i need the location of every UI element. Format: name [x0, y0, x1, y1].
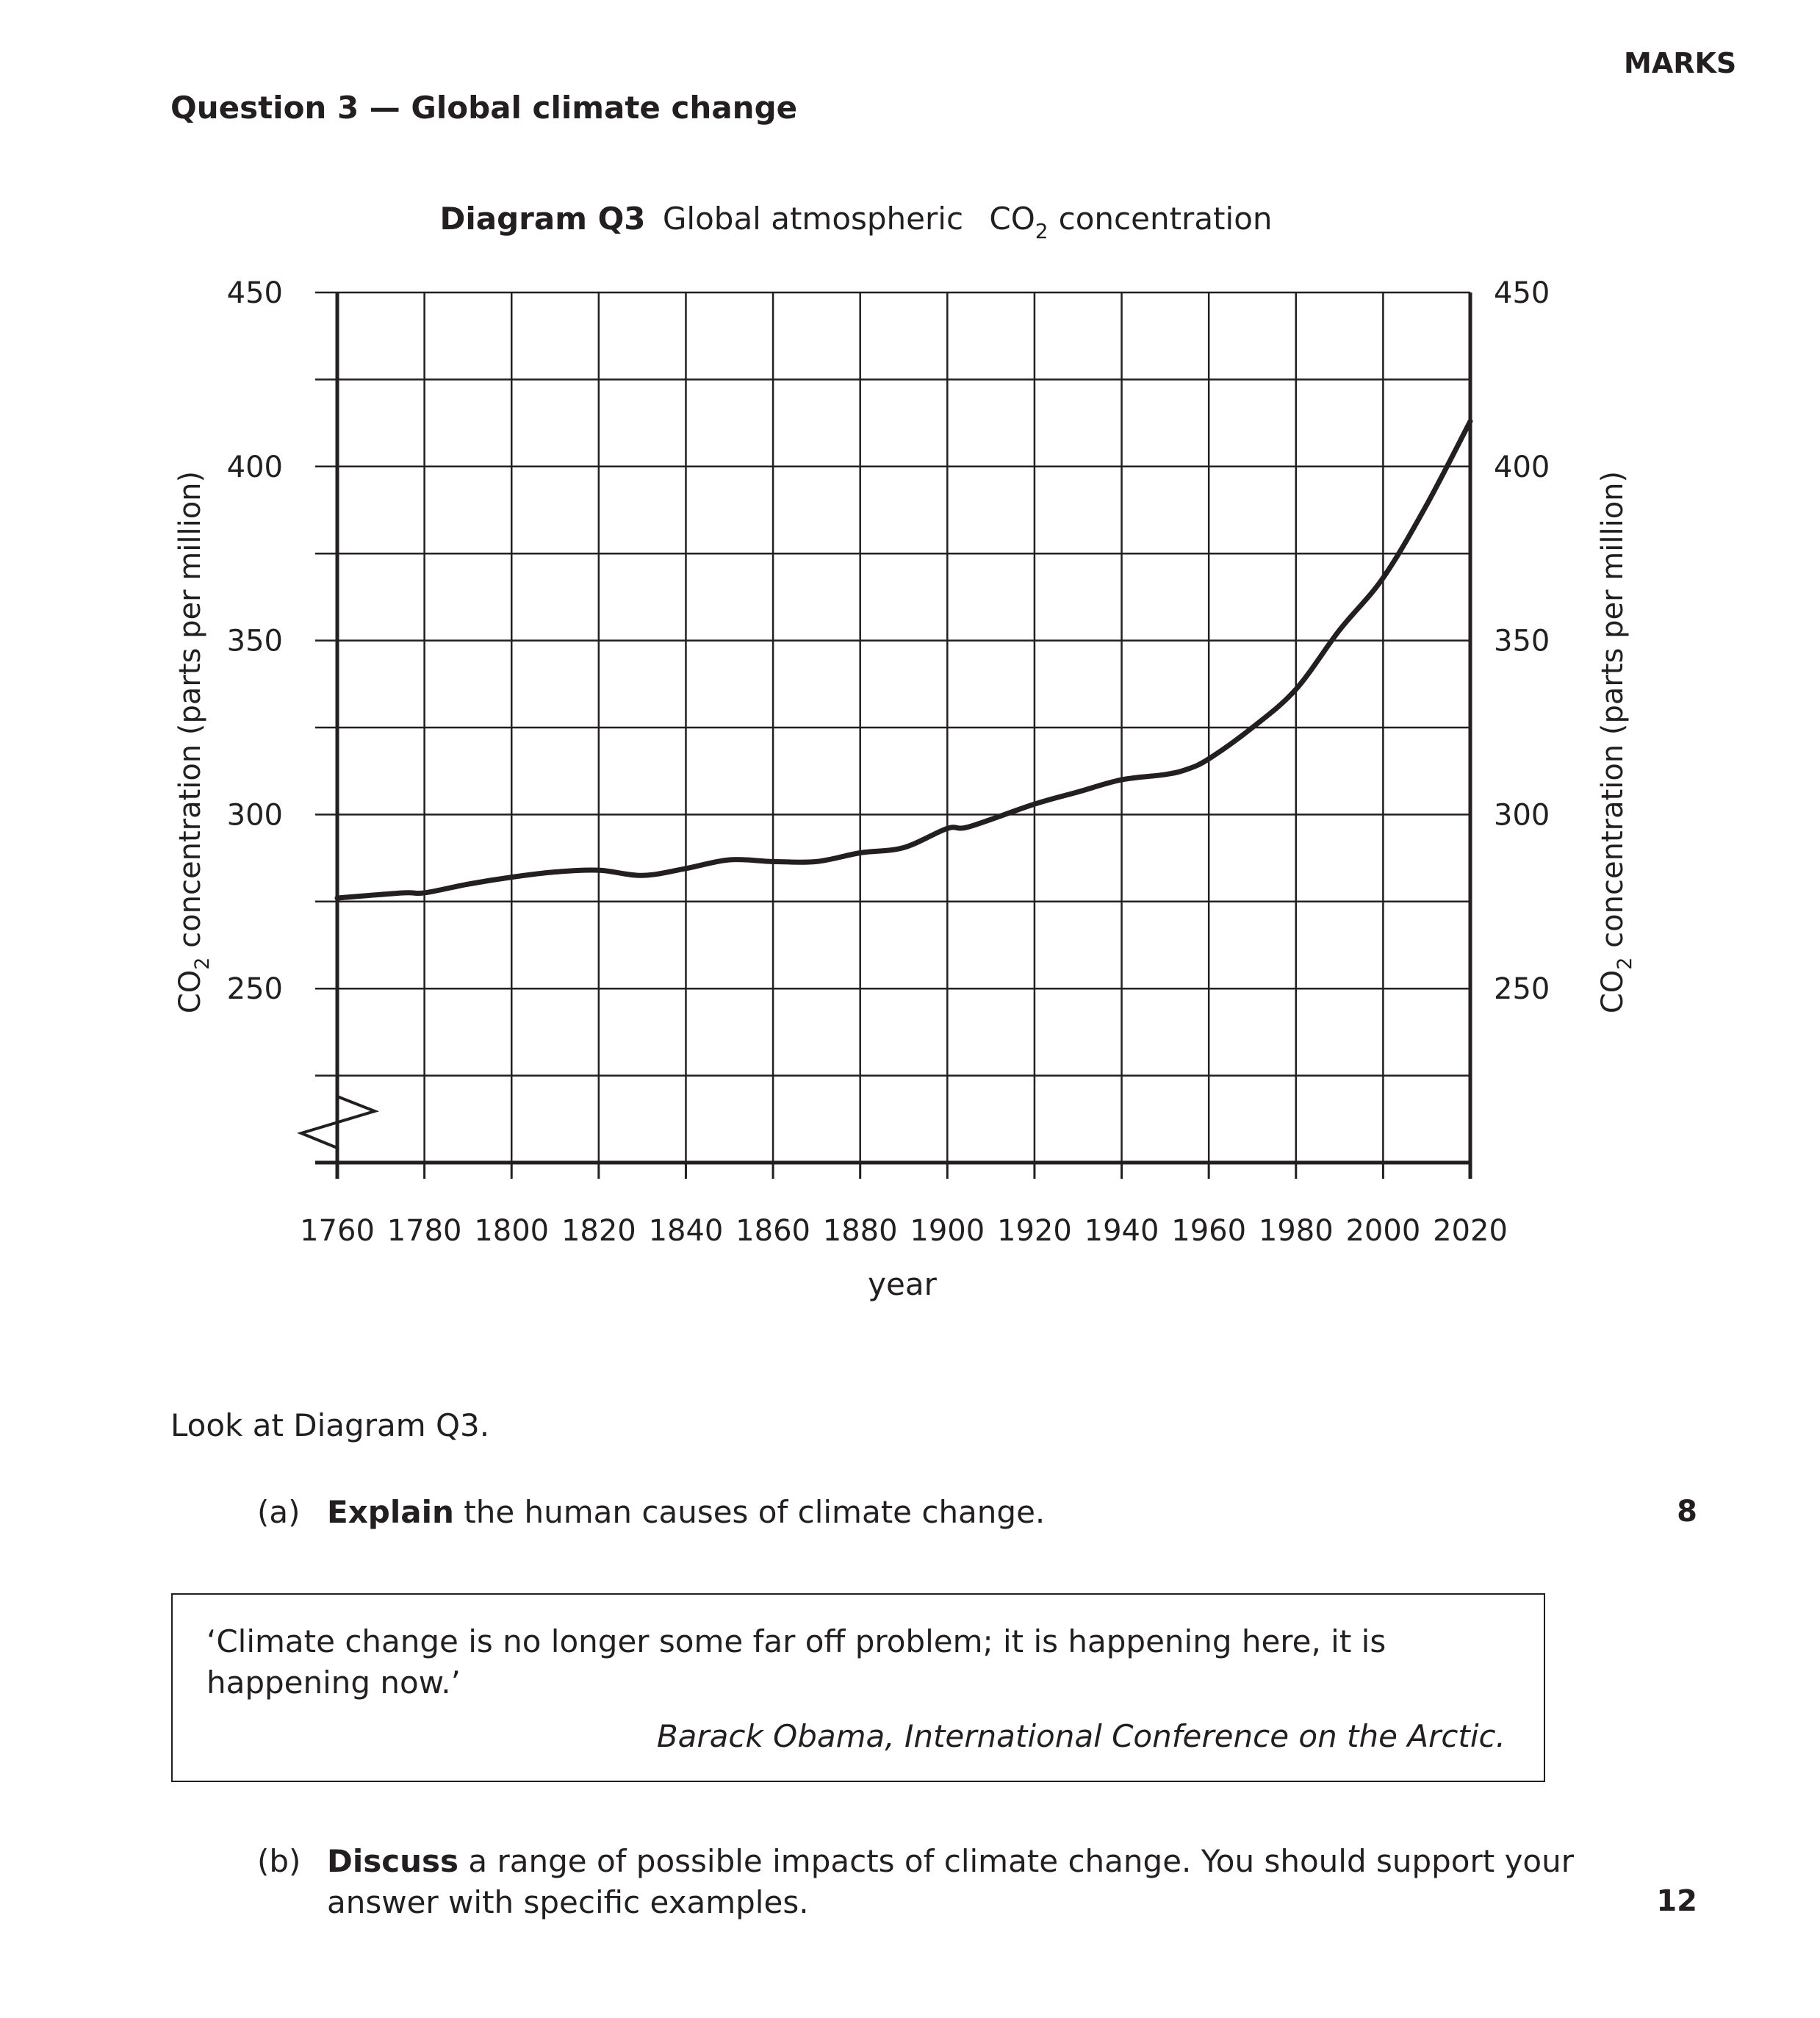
- x-tick-label: 1860: [735, 1214, 810, 1248]
- x-tick-label: 1960: [1171, 1214, 1246, 1248]
- y-axis-label-chem-right: CO: [1596, 970, 1630, 1013]
- y-axis-label-sub: 2: [191, 958, 214, 970]
- y-axis-label-rest-right: concentration (parts per million): [1596, 471, 1630, 958]
- y-axis-label-left: CO2 concentration (parts per million): [173, 471, 214, 1013]
- part-b-label: (b): [257, 1843, 301, 1879]
- x-tick-label: 1920: [997, 1214, 1072, 1248]
- x-tick-label: 1880: [823, 1214, 898, 1248]
- x-tick-label: 1900: [910, 1214, 985, 1248]
- marks-column-header: MARKS: [1624, 47, 1737, 79]
- x-tick-label: 2000: [1345, 1214, 1420, 1248]
- axis-break-symbol: [297, 1095, 380, 1149]
- quote-box: ‘Climate change is no longer some far of…: [171, 1593, 1545, 1782]
- diagram-title-text: Global atmospheric: [663, 201, 963, 237]
- y-tick-label-right: 400: [1494, 450, 1550, 484]
- x-tick-label: 1820: [561, 1214, 636, 1248]
- x-tick-labels: 1760 1780 1800 1820 1840 1860 1880 1900 1920 1940…: [300, 1214, 1508, 1248]
- part-a-text: Explain the human causes of climate chan…: [327, 1492, 1576, 1533]
- y-tick-label-left: 400: [227, 450, 283, 484]
- y-tick-label-left: 350: [227, 625, 283, 658]
- part-b-text: Discuss a range of possible impacts of c…: [327, 1841, 1591, 1923]
- diagram-title-chem: CO: [989, 201, 1035, 237]
- x-tick-label: 2020: [1433, 1214, 1508, 1248]
- x-tick-label: 1760: [300, 1214, 375, 1248]
- co2-line-chart: Diagram Q3 Global atmospheric CO2 concent…: [173, 201, 1636, 1302]
- part-a-body: the human causes of climate change.: [453, 1494, 1046, 1530]
- axes: [315, 292, 1472, 1179]
- quote-text: ‘Climate change is no longer some far of…: [206, 1623, 1386, 1701]
- part-a: (a) Explain the human causes of climate …: [257, 1492, 1580, 1536]
- y-axis-label-sub-right: 2: [1614, 958, 1636, 970]
- part-b: (b) Discuss a range of possible impacts …: [257, 1841, 1580, 1929]
- grid-lines: [315, 291, 1470, 1163]
- y-tick-label-right: 300: [1494, 798, 1550, 832]
- y-tick-label-left: 450: [227, 276, 283, 310]
- y-tick-label-right: 250: [1494, 972, 1550, 1006]
- diagram-title-bold: Diagram Q3: [439, 201, 645, 237]
- diagram-title: Diagram Q3 Global atmospheric CO2 concent…: [439, 201, 1272, 243]
- x-tick-label: 1780: [387, 1214, 462, 1248]
- quote-source: Barack Obama, International Conference o…: [656, 1718, 1506, 1754]
- part-a-verb: Explain: [327, 1494, 454, 1530]
- y-axis-label-chem: CO: [173, 970, 207, 1013]
- part-a-marks: 8: [1677, 1495, 1697, 1529]
- intro-text: Look at Diagram Q3.: [170, 1407, 490, 1443]
- part-b-marks: 12: [1656, 1884, 1697, 1918]
- y-axis-label-right: CO2 concentration (parts per million): [1596, 471, 1636, 1013]
- y-tick-label-right: 450: [1494, 276, 1550, 310]
- x-axis-label: year: [868, 1266, 937, 1302]
- x-tick-label: 1980: [1259, 1214, 1334, 1248]
- part-b-verb: Discuss: [327, 1843, 459, 1879]
- y-tick-labels-left: 250 300 350 400 450: [227, 276, 283, 1006]
- question-title: Question 3 — Global climate change: [170, 90, 798, 126]
- y-tick-label-right: 350: [1494, 625, 1550, 658]
- co2-series-line: [334, 418, 1473, 901]
- y-tick-label-left: 300: [227, 798, 283, 832]
- part-b-body: a range of possible impacts of climate c…: [327, 1843, 1575, 1920]
- x-tick-label: 1940: [1085, 1214, 1159, 1248]
- part-a-label: (a): [257, 1494, 301, 1530]
- y-tick-label-left: 250: [227, 972, 283, 1006]
- x-tick-label: 1800: [474, 1214, 549, 1248]
- x-tick-label: 1840: [649, 1214, 724, 1248]
- diagram-title-end: concentration: [1059, 201, 1273, 237]
- diagram-title-sub: 2: [1035, 219, 1049, 243]
- y-axis-label-rest: concentration (parts per million): [173, 471, 207, 958]
- y-tick-labels-right: 250 300 350 400 450: [1494, 276, 1550, 1006]
